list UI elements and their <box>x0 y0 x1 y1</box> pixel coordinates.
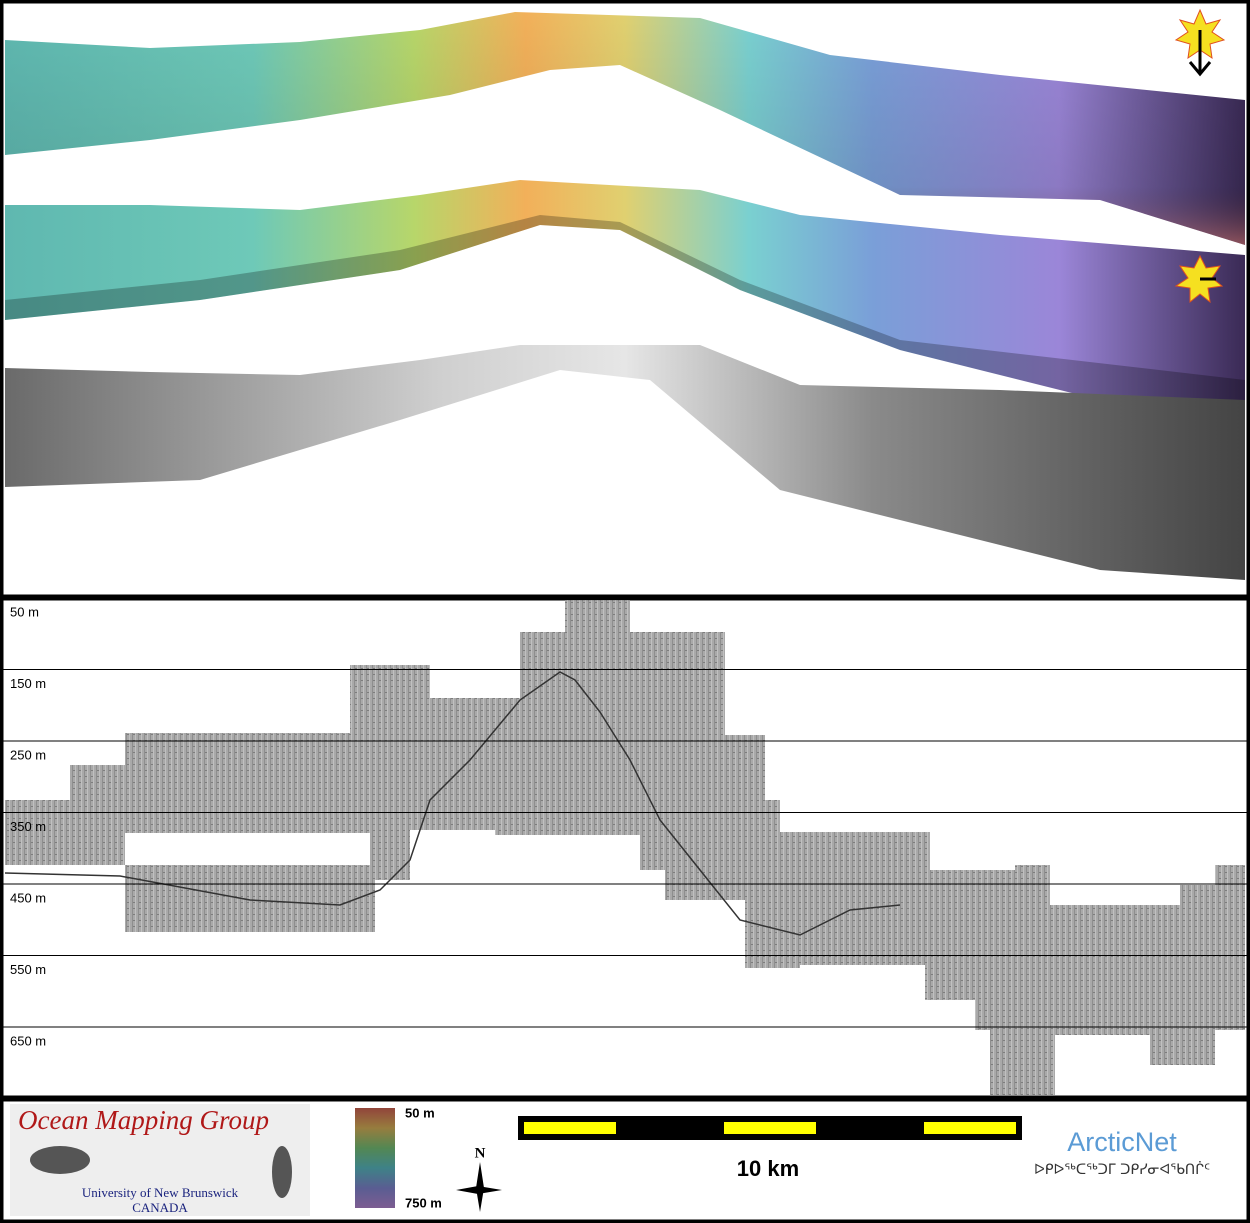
colorbar-bottom: 750 m <box>405 1195 442 1210</box>
depth-grid: 50 m 150 m 250 m 350 m 450 m 550 m 650 m <box>3 604 1247 1048</box>
logo-graphic <box>30 1146 90 1174</box>
colorbar <box>355 1108 395 1208</box>
scale-label: 10 km <box>737 1156 799 1181</box>
depth-label: 250 m <box>10 747 46 762</box>
logo-graphic <box>272 1146 292 1198</box>
depth-label: 50 m <box>10 604 39 619</box>
partner-name: ArcticNet <box>1067 1127 1177 1157</box>
north-label: N <box>475 1145 486 1161</box>
colorbar-shade <box>355 1108 395 1208</box>
backscatter-swath <box>5 345 1245 580</box>
swath-shadow <box>5 215 1245 415</box>
profile-gap <box>125 833 370 865</box>
depth-label: 450 m <box>10 890 46 905</box>
north-arrow <box>456 1162 502 1212</box>
bathymetry-swath <box>5 180 1245 415</box>
logo-country: CANADA <box>132 1200 188 1215</box>
depth-label: 550 m <box>10 962 46 977</box>
partner-subtitle: ᐅᑭᐅᖅᑕᖅᑐᒥ ᑐᑭᓯᓂᐊᖃᑎᒌᑦ <box>1034 1161 1210 1178</box>
logo-university: University of New Brunswick <box>82 1185 239 1200</box>
scale-bar <box>518 1116 1022 1140</box>
sun-icon <box>1174 8 1226 77</box>
depth-label: 150 m <box>10 676 46 691</box>
depth-label: 350 m <box>10 819 46 834</box>
colorbar-top: 50 m <box>405 1105 435 1120</box>
swath-1 <box>5 12 1245 245</box>
depth-label: 650 m <box>10 1033 46 1048</box>
subbottom-profile <box>5 600 1245 1095</box>
sun-icon <box>1174 254 1224 304</box>
logo-title: Ocean Mapping Group <box>18 1105 269 1135</box>
seafloor-reflector <box>4 671 901 936</box>
swath-2 <box>5 180 1245 415</box>
swath-shading <box>5 12 1245 245</box>
